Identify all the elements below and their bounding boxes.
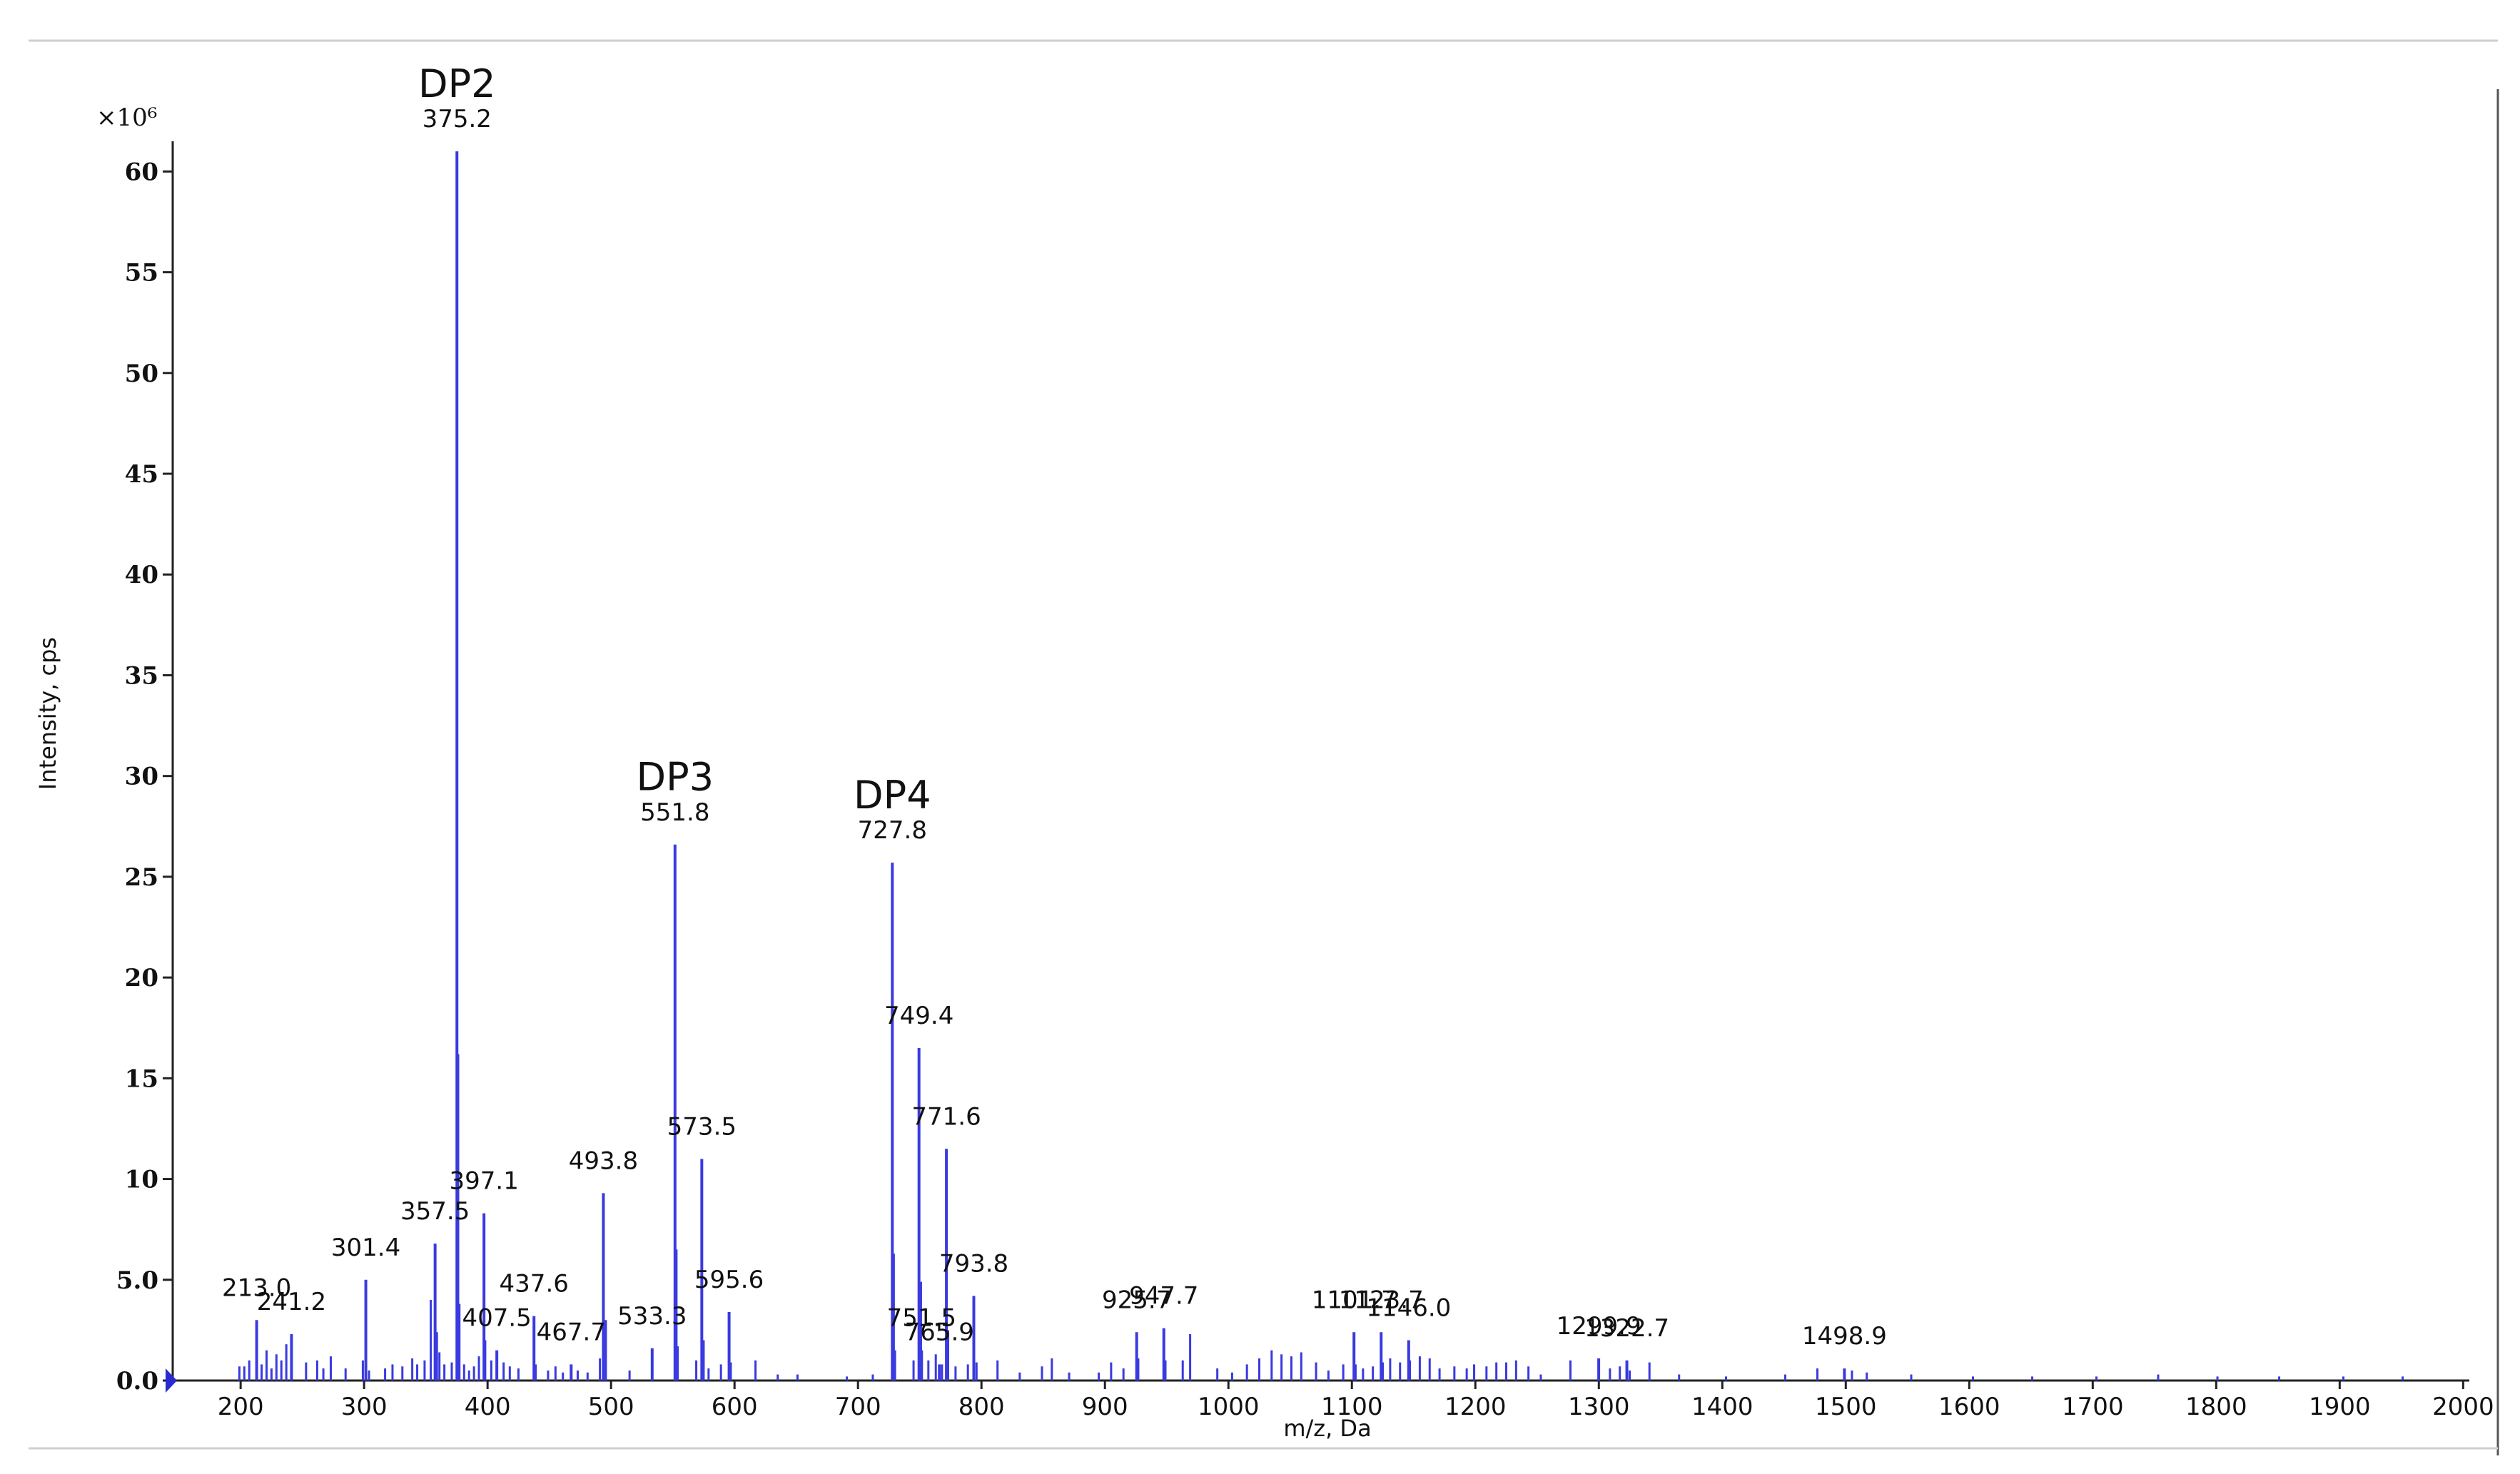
x-tick-label: 2000 (2432, 1393, 2494, 1421)
peak-label: 397.1 (449, 1167, 518, 1196)
x-tick-label: 300 (341, 1393, 388, 1421)
peak-label: 947.7 (1129, 1282, 1198, 1311)
x-tick-label: 500 (588, 1393, 634, 1421)
peak-label: 573.5 (667, 1112, 737, 1141)
y-tick-label: 60 (125, 158, 158, 186)
peak-label: 375.2 (422, 105, 492, 133)
y-tick-label: 10 (125, 1166, 158, 1194)
y-tick-label: 15 (125, 1064, 158, 1093)
peak-label: 925.7 (1102, 1286, 1171, 1314)
peak-label: 533.3 (617, 1302, 687, 1331)
x-tick-label: 1800 (2185, 1393, 2247, 1421)
peak-label: 357.5 (400, 1197, 470, 1226)
y-tick-label: 35 (125, 661, 158, 690)
peak-label: 241.2 (257, 1288, 326, 1316)
x-tick-label: 1600 (1938, 1393, 2000, 1421)
peak-label: 301.4 (331, 1234, 400, 1262)
y-tick-label: 20 (125, 964, 158, 992)
peak-label: 213.0 (222, 1274, 291, 1302)
y-tick-label: 40 (125, 561, 158, 589)
y-multiplier-label: ×10⁶ (96, 103, 157, 132)
peak-label: 551.8 (640, 798, 709, 827)
peak-label: 793.8 (939, 1249, 1008, 1278)
x-tick-label: 1900 (2309, 1393, 2371, 1421)
annotation-dp2: DP2 (418, 61, 496, 106)
y-tick-label: 25 (125, 863, 158, 892)
peak-label: 765.9 (905, 1318, 974, 1347)
peak-label: 1498.9 (1802, 1322, 1887, 1351)
x-tick-label: 1700 (2062, 1393, 2124, 1421)
x-tick-label: 600 (712, 1393, 758, 1421)
x-tick-label: 1000 (1198, 1393, 1260, 1421)
peak-label: 751.5 (887, 1304, 956, 1333)
x-axis-title: m/z, Da (1283, 1415, 1371, 1442)
peak-label: 407.5 (462, 1304, 531, 1333)
peak-label: 467.7 (537, 1318, 606, 1347)
peak-label: 771.6 (911, 1102, 981, 1131)
peak-label: 1299.9 (1557, 1312, 1641, 1341)
y-tick-label: 0.0 (116, 1367, 158, 1396)
peak-label: 727.8 (858, 816, 927, 845)
origin-marker-icon (166, 1368, 177, 1393)
y-tick-label: 30 (125, 763, 158, 791)
y-axis-title: Intensity, cps (34, 637, 61, 790)
peak-label: 749.4 (884, 1002, 953, 1030)
annotation-dp3: DP3 (637, 754, 714, 799)
x-tick-label: 900 (1082, 1393, 1128, 1421)
peak-label: 1146.0 (1366, 1294, 1451, 1323)
dp-annotations: DP2 DP3 DP4 (418, 61, 931, 818)
x-tick-label: 700 (835, 1393, 881, 1421)
x-axis-ticks: 200 300 400 500 600 700 800 900 1000 1100 1200 1300… (218, 1381, 2494, 1421)
x-tick-label: 400 (465, 1393, 511, 1421)
x-tick-label: 1100 (1321, 1393, 1383, 1421)
x-tick-label: 200 (218, 1393, 264, 1421)
peak-label: 1123.7 (1339, 1286, 1424, 1314)
peak-label: 493.8 (569, 1147, 638, 1175)
minor-peaks (238, 1054, 2404, 1381)
x-tick-label: 1500 (1815, 1393, 1877, 1421)
peak-label: 437.6 (500, 1270, 569, 1298)
x-tick-label: 1400 (1691, 1393, 1754, 1421)
y-tick-label: 55 (125, 259, 158, 288)
y-tick-label: 5.0 (116, 1266, 158, 1295)
y-tick-label: 45 (125, 460, 158, 489)
x-tick-label: 800 (958, 1393, 1005, 1421)
peak-label: 595.6 (694, 1266, 764, 1294)
peak-label: 1322.7 (1584, 1314, 1669, 1343)
y-tick-label: 50 (125, 360, 158, 388)
annotation-dp4: DP4 (854, 773, 931, 818)
x-tick-label: 1200 (1444, 1393, 1507, 1421)
labeled-peaks (255, 151, 1846, 1381)
x-tick-label: 1300 (1568, 1393, 1630, 1421)
peak-label: 1101.7 (1312, 1286, 1397, 1314)
y-axis-ticks: 0.0 5.0 10 15 20 25 30 35 40 45 50 55 60 (116, 158, 173, 1396)
